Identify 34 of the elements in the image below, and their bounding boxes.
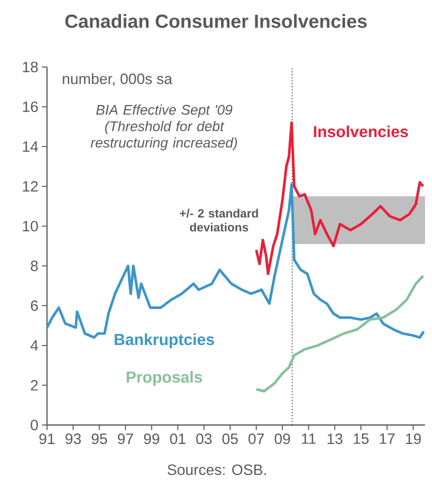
text: Proposals	[126, 371, 202, 386]
x-tick-label: 05	[222, 434, 238, 444]
band-label: +/- 2 standard deviations	[180, 208, 258, 232]
ref-line-label: BIA Effective Sept '09 (Threshold for debt restructuring increased)	[90, 104, 237, 150]
source-note: Sources: OSB.	[168, 464, 266, 476]
y-tick-label: 8	[30, 260, 38, 272]
y-tick-label: 18	[23, 62, 38, 72]
y-tick-label: 14	[23, 141, 38, 152]
line-series	[254, 274, 424, 392]
y-tick-label: 0	[30, 420, 38, 430]
x-tick-label: 11	[302, 434, 316, 444]
annotation: number, 000s sa	[62, 73, 172, 86]
y-tick-label: 16	[23, 101, 38, 112]
y-tick-label: 12	[23, 181, 38, 192]
x-tick-label: 03	[196, 434, 212, 444]
x-tick-label: 17	[380, 434, 395, 444]
y-tick-label: 4	[30, 340, 38, 351]
x-tick-label: 15	[354, 434, 369, 444]
x-tick-label: 19	[406, 434, 421, 444]
x-tick-label: 93	[66, 434, 81, 444]
x-tick-label: 09	[274, 434, 290, 444]
x-tick-label: 97	[118, 434, 134, 444]
y-tick-label: 2	[30, 380, 38, 390]
series-label: Insolvencies	[314, 126, 408, 138]
x-tick-label: 13	[328, 434, 342, 444]
x-tick-label: 01	[170, 434, 186, 444]
x-tick-label: 95	[92, 434, 108, 444]
x-tick-label: 07	[248, 434, 264, 444]
y-tick-label: 10	[23, 220, 38, 232]
series-label: Bankruptcies	[114, 333, 214, 348]
x-tick-label: 99	[144, 434, 160, 444]
chart-title: Canadian Consumer Insolvencies	[65, 14, 367, 28]
x-tick-label: 91	[39, 434, 55, 444]
y-tick-label: 6	[30, 300, 38, 311]
